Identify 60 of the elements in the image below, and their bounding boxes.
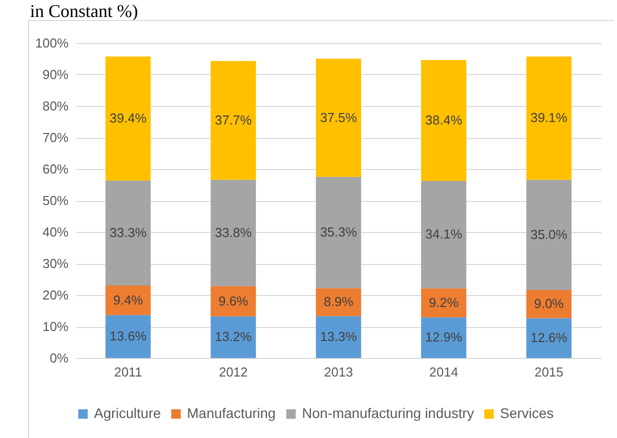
bar xyxy=(526,180,572,290)
x-tick-label: 2011 xyxy=(114,364,142,380)
bar xyxy=(316,176,362,288)
bar xyxy=(105,56,151,181)
data-label: 8.9% xyxy=(324,294,354,310)
y-tick-label: 10% xyxy=(42,319,69,334)
y-tick-label: 80% xyxy=(42,98,69,114)
data-label: 35.3% xyxy=(320,224,358,240)
y-tick-label: 60% xyxy=(42,162,69,176)
bar xyxy=(210,60,256,180)
bar xyxy=(105,180,151,286)
x-tick-label: 2014 xyxy=(429,364,458,380)
x-tick-label: 2013 xyxy=(324,364,353,380)
data-label: 37.7% xyxy=(214,112,252,128)
chart-title: in Constant %) xyxy=(30,1,138,21)
y-tick-label: 40% xyxy=(42,224,69,240)
data-label: 12.6% xyxy=(530,330,568,346)
data-label: 34.1% xyxy=(425,226,463,242)
data-label: 38.4% xyxy=(425,112,463,128)
bar xyxy=(526,290,572,318)
data-label: 9.2% xyxy=(428,294,459,310)
data-label: 9.6% xyxy=(218,293,249,308)
y-tick-label: 70% xyxy=(42,130,69,145)
y-tick-label: 30% xyxy=(42,256,69,271)
bar xyxy=(421,180,466,288)
data-label: 13.3% xyxy=(320,329,358,344)
x-tick-label: 2015 xyxy=(534,364,564,380)
bar xyxy=(210,286,256,316)
legend-label: Services xyxy=(500,405,554,421)
data-label: 37.5% xyxy=(320,110,358,125)
bar xyxy=(316,58,362,177)
data-label: 9.4% xyxy=(113,292,144,308)
legend-label: Non-manufacturing industry xyxy=(302,405,474,421)
bar xyxy=(316,316,362,358)
data-label: 12.9% xyxy=(425,330,463,345)
bar xyxy=(421,60,466,181)
bar xyxy=(421,317,466,358)
data-label: 9.0% xyxy=(534,296,564,312)
bar xyxy=(526,56,572,180)
legend-label: Agriculture xyxy=(94,405,162,421)
y-tick-label: 0% xyxy=(50,350,69,366)
data-label: 35.0% xyxy=(530,226,568,242)
data-label: 13.6% xyxy=(110,328,147,344)
data-label: 33.8% xyxy=(214,224,252,240)
bar xyxy=(421,288,466,318)
bar xyxy=(105,286,151,316)
data-label: 39.1% xyxy=(530,110,568,126)
bar xyxy=(210,316,256,358)
data-label: 13.2% xyxy=(214,329,252,344)
bar xyxy=(210,180,256,286)
y-tick-label: 90% xyxy=(42,67,69,82)
y-tick-label: 20% xyxy=(42,288,69,302)
bar xyxy=(526,318,572,358)
data-label: 39.4% xyxy=(110,110,147,126)
bar xyxy=(105,315,151,358)
legend-label: Manufacturing xyxy=(187,405,276,421)
x-tick-label: 2012 xyxy=(218,364,248,380)
y-tick-label: 100% xyxy=(35,36,69,50)
data-label: 33.3% xyxy=(110,225,147,240)
y-tick-label: 50% xyxy=(42,193,69,208)
